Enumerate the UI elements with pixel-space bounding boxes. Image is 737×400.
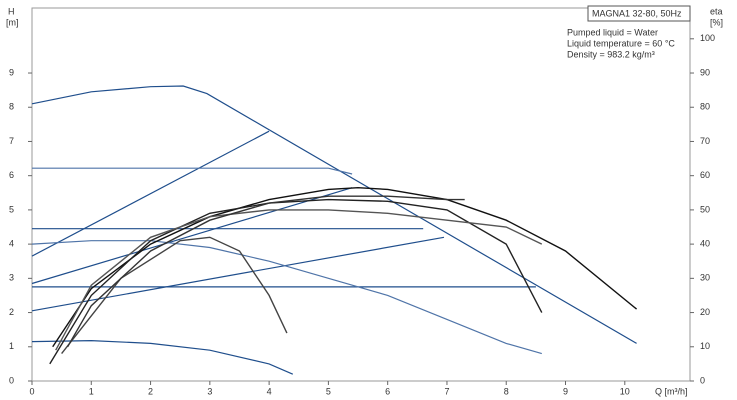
y2-tick-label: 30	[700, 273, 710, 283]
x-tick-label: 2	[148, 386, 153, 396]
x-tick-label: 0	[29, 386, 34, 396]
y-tick-label: 7	[9, 136, 14, 146]
x-tick-label: 3	[207, 386, 212, 396]
y-label: H	[8, 6, 15, 16]
y-tick-label: 2	[9, 307, 14, 317]
y-tick-label: 1	[9, 341, 14, 351]
x-tick-label: 6	[385, 386, 390, 396]
annotation: Pumped liquid = Water	[567, 27, 658, 37]
y2-tick-label: 80	[700, 102, 710, 112]
x-label: Q [m³/h]	[655, 386, 688, 396]
y2-tick-label: 40	[700, 238, 710, 248]
y2-tick-label: 90	[700, 67, 710, 77]
y2-tick-label: 0	[700, 375, 705, 385]
x-tick-label: 9	[563, 386, 568, 396]
y2-tick-label: 70	[700, 136, 710, 146]
y-tick-label: 3	[9, 273, 14, 283]
x-tick-label: 10	[620, 386, 630, 396]
y-tick-label: 0	[9, 375, 14, 385]
x-tick-label: 4	[267, 386, 272, 396]
curve	[32, 167, 353, 175]
plot-area	[31, 7, 691, 382]
curve	[66, 195, 465, 348]
y-unit: [m]	[6, 17, 19, 27]
curve	[31, 236, 445, 312]
curve	[52, 186, 638, 348]
title-box	[587, 5, 691, 22]
annotation: Liquid temperature = 60 °C	[567, 38, 675, 48]
y2-tick-label: 20	[700, 307, 710, 317]
curve	[31, 187, 353, 285]
curve	[31, 240, 542, 355]
y2-tick-label: 100	[700, 33, 715, 43]
x-tick-label: 1	[89, 386, 94, 396]
y-tick-label: 8	[9, 102, 14, 112]
y2-label: eta	[710, 6, 723, 16]
curve	[31, 339, 294, 375]
x-tick-label: 5	[326, 386, 331, 396]
chart-title: MAGNA1 32-80, 50Hz	[592, 8, 682, 18]
curve	[55, 209, 543, 351]
y-tick-label: 5	[9, 204, 14, 214]
annotation: Density = 983.2 kg/m³	[567, 49, 655, 59]
y-tick-label: 9	[9, 67, 14, 77]
curve	[31, 130, 270, 257]
y2-tick-label: 10	[700, 341, 710, 351]
curve	[31, 85, 637, 344]
y2-unit: [%]	[710, 17, 723, 27]
x-tick-label: 8	[504, 386, 509, 396]
y2-tick-label: 50	[700, 204, 710, 214]
y-tick-label: 4	[9, 238, 14, 248]
x-tick-label: 7	[444, 386, 449, 396]
y-tick-label: 6	[9, 170, 14, 180]
y2-tick-label: 60	[700, 170, 710, 180]
curve	[49, 198, 543, 365]
